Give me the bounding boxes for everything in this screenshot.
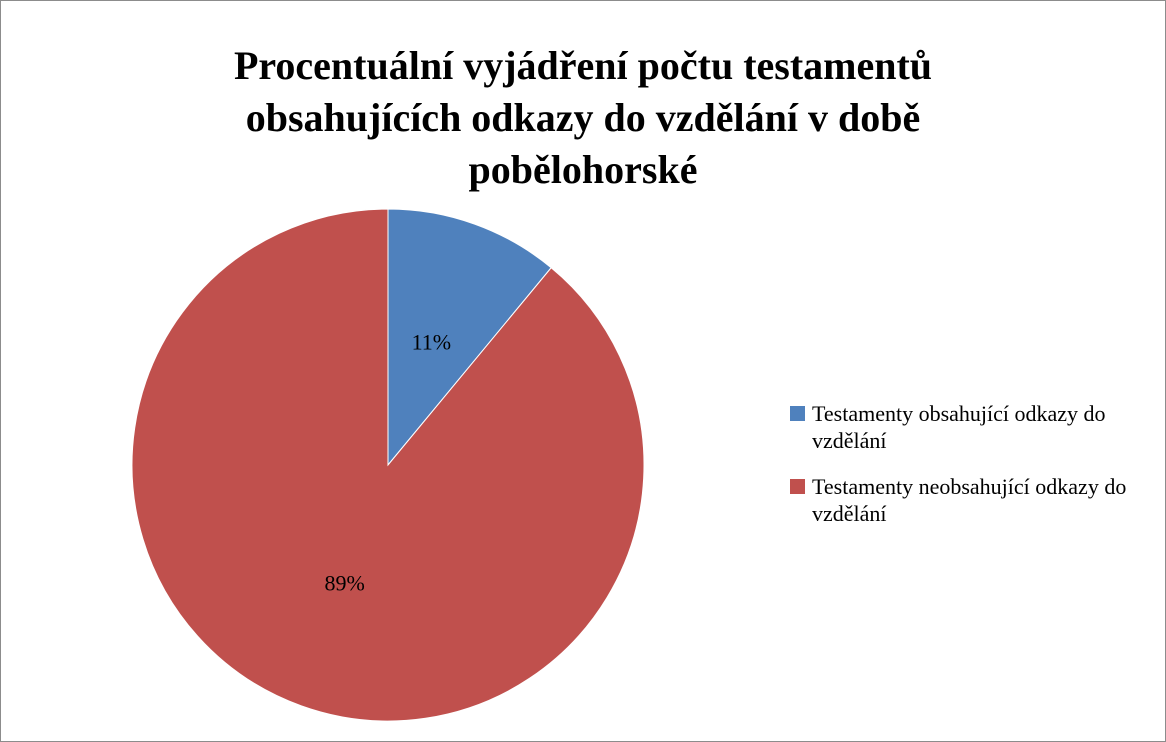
- legend-swatch: [790, 406, 805, 421]
- pie-slice: [387, 208, 552, 467]
- data-label: 11%: [412, 330, 452, 355]
- pie-slice: [131, 208, 645, 722]
- chart-title: Procentuální vyjádření počtu testamentů …: [233, 43, 933, 192]
- legend-swatch: [790, 479, 805, 494]
- legend-entry: Testamenty obsahující odkazy do vzdělání: [790, 400, 1140, 454]
- legend-entry: Testamenty neobsahující odkazy do vzdělá…: [790, 473, 1140, 527]
- data-label: 89%: [324, 570, 364, 595]
- legend-label: Testamenty obsahující odkazy do vzdělání: [812, 401, 1106, 453]
- legend-label: Testamenty neobsahující odkazy do vzdělá…: [812, 474, 1127, 526]
